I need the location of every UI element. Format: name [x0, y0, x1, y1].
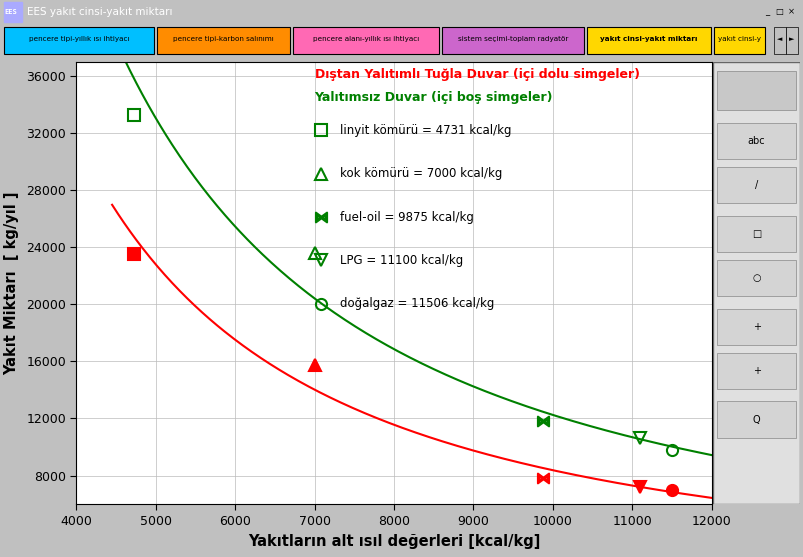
Bar [716, 353, 795, 389]
Bar [4, 27, 153, 53]
Text: linyit kömürü = 4731 kcal/kg: linyit kömürü = 4731 kcal/kg [340, 124, 511, 137]
Text: EES: EES [4, 9, 17, 15]
Text: yakıt cinsi-yakıt miktarı: yakıt cinsi-yakıt miktarı [599, 36, 697, 42]
Bar [442, 27, 583, 53]
Text: ×: × [787, 7, 794, 17]
Bar [716, 260, 795, 296]
Text: LPG = 11100 kcal/kg: LPG = 11100 kcal/kg [340, 254, 463, 267]
Text: Yalıtımsız Duvar (içi boş simgeler): Yalıtımsız Duvar (içi boş simgeler) [314, 91, 552, 104]
Text: pencere alanı-yıllık ısı ihtiyacı: pencere alanı-yıllık ısı ihtiyacı [312, 36, 419, 42]
Bar [785, 27, 797, 53]
Text: ◄: ◄ [777, 36, 781, 42]
Text: ○: ○ [752, 273, 760, 283]
Bar [586, 27, 710, 53]
Bar [785, 2, 796, 22]
Bar [293, 27, 438, 53]
Bar [716, 123, 795, 159]
Bar [773, 27, 785, 53]
Text: ►: ► [789, 36, 793, 42]
Bar [4, 2, 22, 22]
X-axis label: Yakıtların alt ısıl değerleri [kcal/kg]: Yakıtların alt ısıl değerleri [kcal/kg] [247, 535, 540, 549]
Text: Dıştan Yalıtımlı Tuğla Duvar (içi dolu simgeler): Dıştan Yalıtımlı Tuğla Duvar (içi dolu s… [314, 69, 638, 81]
Text: sistem seçimi-toplam radyatör: sistem seçimi-toplam radyatör [457, 36, 568, 42]
Text: fuel-oil = 9875 kcal/kg: fuel-oil = 9875 kcal/kg [340, 211, 473, 223]
Bar [713, 27, 764, 53]
Text: EES yakıt cinsi-yakıt miktarı: EES yakıt cinsi-yakıt miktarı [26, 7, 172, 17]
Text: /: / [754, 180, 757, 190]
Text: yakıt cinsi-y: yakıt cinsi-y [717, 36, 760, 42]
Bar [773, 2, 784, 22]
Bar [716, 71, 795, 110]
Text: doğalgaz = 11506 kcal/kg: doğalgaz = 11506 kcal/kg [340, 297, 494, 310]
Bar [716, 402, 795, 438]
Text: □: □ [775, 7, 782, 17]
Bar [716, 167, 795, 203]
Bar [716, 309, 795, 345]
Text: pencere tipi-yıllık ısı ihtiyacı: pencere tipi-yıllık ısı ihtiyacı [28, 36, 128, 42]
Text: abc: abc [747, 136, 764, 146]
Text: □: □ [751, 229, 760, 239]
Text: _: _ [764, 7, 768, 17]
Text: pencere tipi-karbon salınımı: pencere tipi-karbon salınımı [173, 36, 274, 42]
Text: kok kömürü = 7000 kcal/kg: kok kömürü = 7000 kcal/kg [340, 167, 502, 180]
Y-axis label: Yakıt Miktarı  [ kg/yıl ]: Yakıt Miktarı [ kg/yıl ] [4, 191, 19, 375]
Text: Q: Q [752, 414, 760, 424]
Bar [157, 27, 290, 53]
Bar [761, 2, 772, 22]
Text: +: + [752, 366, 760, 376]
Text: +: + [752, 322, 760, 332]
Bar [716, 216, 795, 252]
